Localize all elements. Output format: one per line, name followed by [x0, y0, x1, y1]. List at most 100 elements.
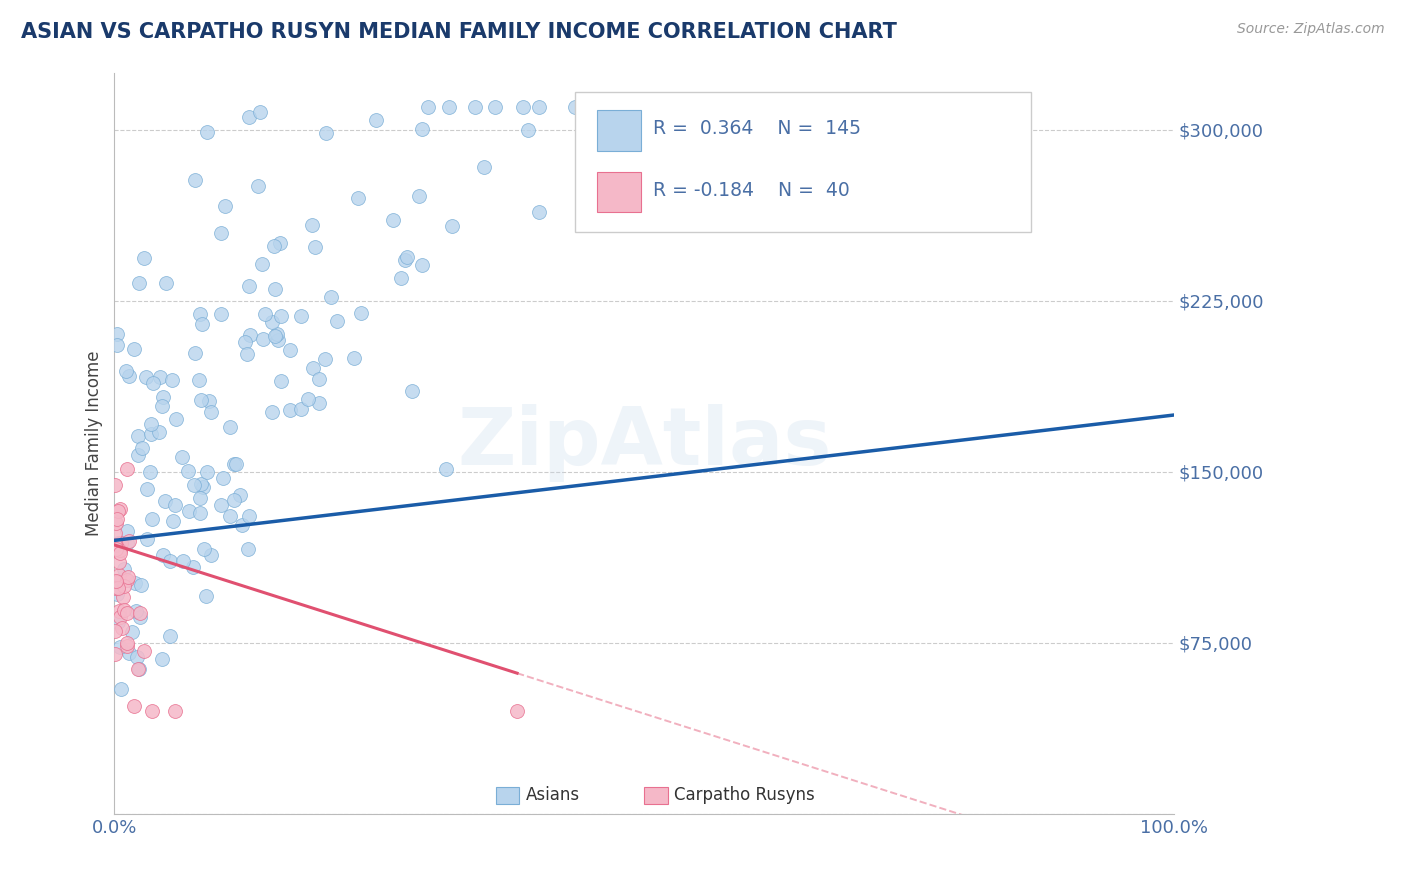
Point — [411, 121, 433, 136]
Point — [195, 125, 218, 139]
Point — [104, 647, 127, 661]
Point — [107, 555, 129, 569]
Point — [236, 346, 259, 360]
Point — [222, 457, 245, 471]
Point — [105, 541, 128, 556]
Bar — [596, 171, 641, 212]
Point — [238, 279, 260, 293]
Point — [159, 629, 181, 643]
Point — [382, 212, 405, 227]
Point — [135, 369, 157, 384]
Point — [141, 427, 163, 442]
Point — [128, 606, 150, 620]
Point — [159, 554, 181, 568]
FancyBboxPatch shape — [575, 92, 1031, 232]
Point — [260, 405, 283, 419]
Point — [264, 282, 287, 296]
Point — [177, 464, 200, 478]
Point — [121, 625, 143, 640]
Point — [270, 374, 292, 388]
Point — [128, 662, 150, 676]
Point — [139, 465, 162, 479]
Point — [105, 574, 128, 588]
Point — [188, 506, 211, 520]
Point — [190, 307, 212, 321]
Point — [529, 100, 551, 114]
Point — [134, 644, 156, 658]
Point — [191, 480, 214, 494]
Point — [218, 509, 240, 524]
Point — [150, 399, 173, 413]
Point — [152, 390, 174, 404]
Point — [512, 100, 534, 114]
Point — [118, 646, 141, 660]
Point — [148, 370, 170, 384]
Point — [252, 332, 274, 346]
Point — [128, 276, 150, 290]
Point — [112, 561, 135, 575]
Point — [408, 189, 430, 203]
Bar — [496, 787, 519, 805]
Point — [472, 160, 495, 174]
Point — [484, 100, 506, 114]
Point — [346, 191, 368, 205]
Point — [225, 457, 247, 471]
Point — [122, 342, 145, 356]
Text: Source: ZipAtlas.com: Source: ZipAtlas.com — [1237, 22, 1385, 37]
Point — [326, 314, 349, 328]
Point — [117, 639, 139, 653]
Point — [150, 651, 173, 665]
Point — [238, 110, 260, 124]
Point — [290, 310, 312, 324]
Point — [754, 100, 776, 114]
Point — [131, 441, 153, 455]
Point — [118, 533, 141, 548]
Point — [506, 705, 529, 719]
Point — [231, 518, 253, 533]
Point — [188, 491, 211, 506]
Point — [163, 498, 186, 512]
Point — [239, 328, 262, 343]
Point — [107, 582, 129, 596]
Point — [181, 560, 204, 574]
Point — [107, 615, 129, 629]
Bar — [596, 110, 641, 151]
Point — [297, 392, 319, 407]
Point — [270, 310, 292, 324]
Text: Carpatho Rusyns: Carpatho Rusyns — [673, 787, 814, 805]
Point — [107, 582, 129, 597]
Point — [249, 105, 271, 120]
Point — [155, 277, 177, 291]
Point — [247, 178, 270, 193]
Point — [108, 640, 131, 655]
Point — [142, 376, 165, 391]
Point — [314, 352, 336, 367]
Point — [190, 477, 212, 491]
Point — [211, 471, 233, 485]
Point — [115, 364, 138, 378]
Point — [105, 327, 128, 342]
Point — [200, 548, 222, 562]
Point — [104, 538, 127, 552]
Point — [266, 326, 288, 341]
Point — [267, 333, 290, 347]
Point — [129, 578, 152, 592]
Point — [112, 590, 135, 604]
Point — [278, 343, 301, 358]
Point — [183, 346, 205, 360]
Point — [122, 698, 145, 713]
Point — [517, 123, 540, 137]
Point — [107, 504, 129, 518]
Point — [108, 546, 131, 560]
Point — [434, 462, 457, 476]
Text: Asians: Asians — [526, 787, 579, 805]
Point — [141, 417, 163, 431]
Point — [112, 603, 135, 617]
Point — [308, 372, 330, 386]
Point — [125, 604, 148, 618]
Point — [127, 429, 149, 443]
Point — [107, 536, 129, 550]
Point — [198, 393, 221, 408]
Point — [252, 257, 274, 271]
Point — [165, 412, 187, 426]
